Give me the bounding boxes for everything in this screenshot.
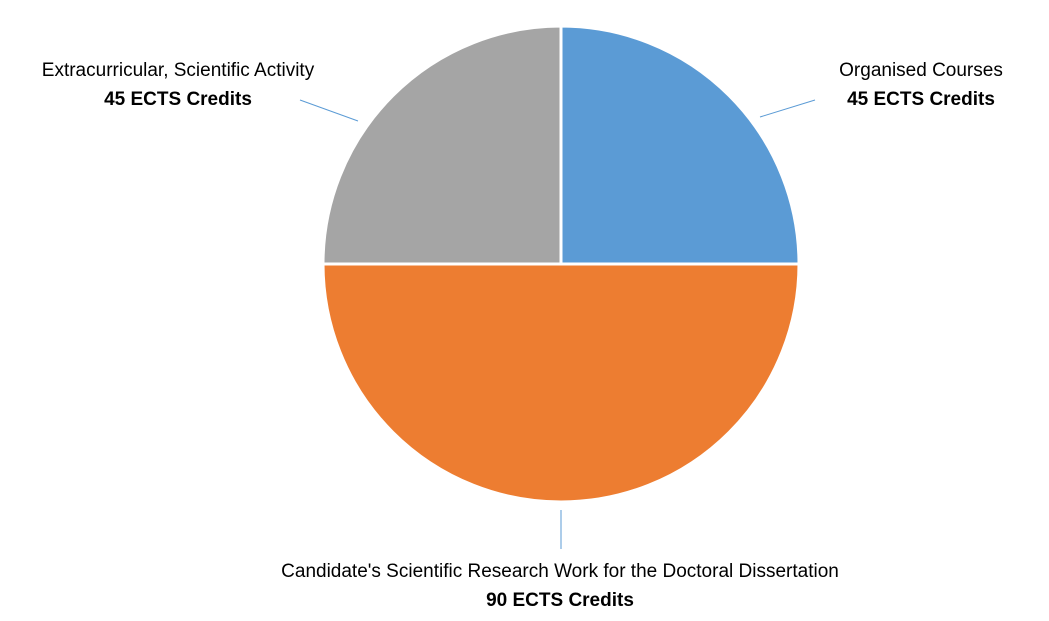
pie-slice [321,24,563,266]
pie-slice [321,262,801,504]
leader-line [299,99,359,122]
leader-line [759,99,816,118]
slice-label: Extracurricular, Scientific Activity [42,60,315,81]
pie-slice [559,24,801,266]
value-label: 45 ECTS Credits [104,89,252,110]
slice-label: Candidate's Scientific Research Work for… [281,561,839,582]
slice-label: Organised Courses [839,60,1003,81]
value-label: 90 ECTS Credits [486,590,634,611]
value-label: 45 ECTS Credits [847,89,995,110]
